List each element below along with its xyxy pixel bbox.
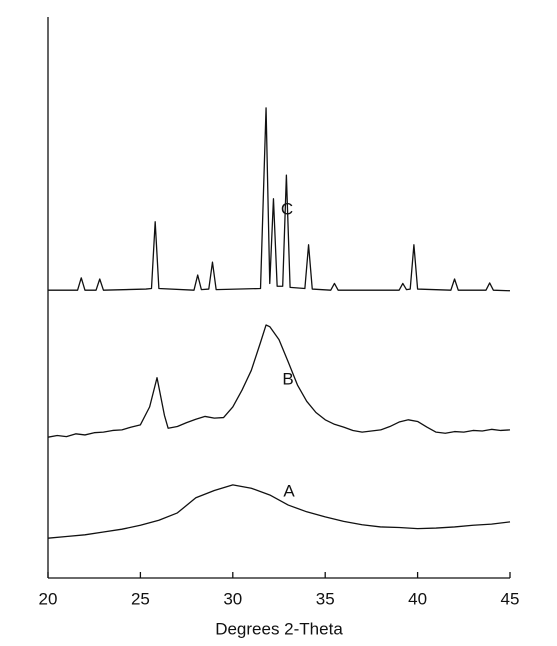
- x-tick-label: 40: [408, 589, 427, 608]
- series-label: C: [281, 199, 293, 218]
- x-tick-label: 45: [501, 589, 520, 608]
- x-tick-label: 25: [131, 589, 150, 608]
- x-axis-title: Degrees 2-Theta: [215, 619, 343, 638]
- trace: [48, 107, 511, 292]
- trace: [47, 484, 511, 539]
- x-tick-label: 30: [223, 589, 242, 608]
- x-tick-label: 35: [316, 589, 335, 608]
- series-label: A: [283, 481, 295, 500]
- trace: [47, 324, 511, 438]
- x-tick-label: 20: [39, 589, 58, 608]
- series-label: B: [282, 369, 293, 388]
